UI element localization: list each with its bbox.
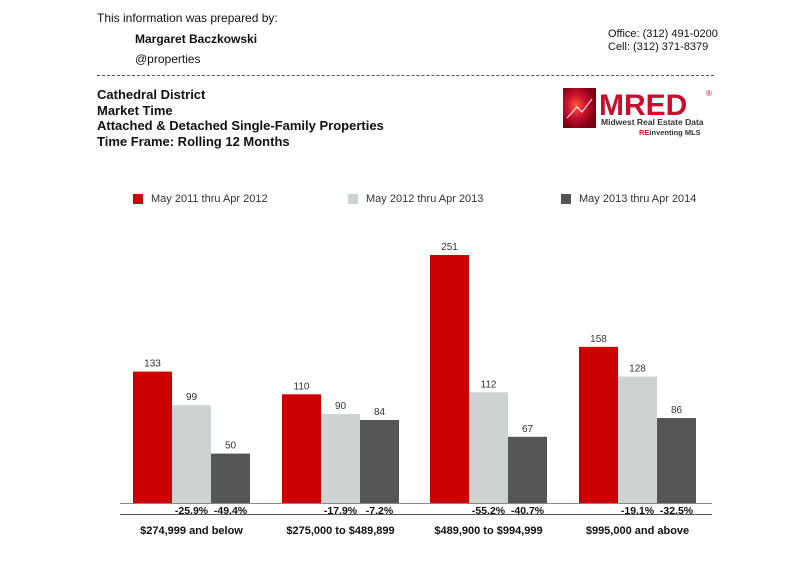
report-time-frame: Time Frame: Rolling 12 Months bbox=[97, 133, 290, 149]
bar-1-0 bbox=[282, 394, 321, 503]
bar-0-2 bbox=[211, 453, 250, 503]
bar-3-0 bbox=[579, 346, 618, 503]
legend-swatch-2012 bbox=[348, 194, 358, 204]
legend-item-2013: May 2013 thru Apr 2014 bbox=[561, 192, 696, 206]
legend-label-2013: May 2013 thru Apr 2014 bbox=[579, 193, 697, 205]
bar-2-1 bbox=[469, 392, 508, 503]
bar-3-2 bbox=[657, 418, 696, 503]
change-label-3-0: -19.1% bbox=[621, 505, 655, 517]
value-label-0-1: 99 bbox=[186, 392, 198, 403]
legend-swatch-2013 bbox=[561, 194, 571, 204]
bar-3-1 bbox=[618, 376, 657, 503]
office-phone: Office: (312) 491-0200 bbox=[608, 28, 718, 40]
change-label-0-0: -25.9% bbox=[175, 505, 209, 517]
bar-0-0 bbox=[133, 371, 172, 503]
change-label-0-1: -49.4% bbox=[214, 505, 248, 517]
value-label-0-0: 133 bbox=[144, 359, 161, 370]
value-label-1-1: 90 bbox=[335, 401, 347, 412]
change-label-2-0: -55.2% bbox=[472, 505, 506, 517]
legend-item-2011: May 2011 thru Apr 2012 bbox=[133, 192, 268, 206]
category-label-3: $995,000 and above bbox=[586, 525, 689, 537]
bar-0-1 bbox=[172, 405, 211, 503]
mred-logo: MRED ® Midwest Real Estate Data REinvent… bbox=[563, 88, 712, 137]
bar-2-2 bbox=[508, 436, 547, 503]
logo-tagline-secondary: REinventing MLS bbox=[639, 128, 701, 137]
legend-label-2011: May 2011 thru Apr 2012 bbox=[151, 193, 268, 205]
logo-tagline: Midwest Real Estate Data bbox=[601, 117, 704, 127]
value-label-3-2: 86 bbox=[671, 405, 683, 416]
category-label-1: $275,000 to $489,899 bbox=[286, 525, 394, 537]
value-label-2-0: 251 bbox=[441, 242, 458, 253]
bar-1-1 bbox=[321, 414, 360, 503]
company-name: @properties bbox=[135, 52, 201, 66]
value-label-3-1: 128 bbox=[629, 364, 646, 375]
change-label-1-0: -17.9% bbox=[324, 505, 358, 517]
value-label-0-2: 50 bbox=[225, 441, 237, 452]
legend-swatch-2011 bbox=[133, 194, 143, 204]
prepared-by-text: This information was prepared by: bbox=[97, 11, 278, 25]
logo-tagline-rest: inventing MLS bbox=[649, 128, 700, 137]
logo-emblem-icon bbox=[563, 88, 596, 128]
report-metric: Market Time bbox=[97, 102, 173, 118]
report-titles: Cathedral District Market Time Attached … bbox=[97, 87, 384, 149]
logo-wordmark: MRED bbox=[599, 89, 687, 122]
legend-item-2012: May 2012 thru Apr 2013 bbox=[348, 192, 483, 206]
agent-name: Margaret Baczkowski bbox=[135, 32, 258, 46]
change-label-2-1: -40.7% bbox=[511, 505, 545, 517]
category-label-0: $274,999 and below bbox=[140, 525, 243, 537]
bar-1-2 bbox=[360, 420, 399, 503]
report-property-types: Attached & Detached Single-Family Proper… bbox=[97, 118, 384, 133]
bar-2-0 bbox=[430, 255, 469, 503]
value-label-2-2: 67 bbox=[522, 424, 534, 435]
change-label-1-1: -7.2% bbox=[366, 505, 394, 517]
value-label-1-0: 110 bbox=[294, 381, 310, 392]
value-label-1-2: 84 bbox=[374, 407, 386, 418]
change-label-3-1: -32.5% bbox=[660, 505, 694, 517]
cell-phone: Cell: (312) 371-8379 bbox=[608, 41, 709, 53]
category-label-2: $489,900 to $994,999 bbox=[434, 525, 542, 537]
value-label-3-0: 158 bbox=[590, 334, 607, 345]
logo-registered-mark: ® bbox=[706, 89, 712, 98]
value-label-2-1: 112 bbox=[481, 379, 497, 390]
legend-label-2012: May 2012 thru Apr 2013 bbox=[366, 193, 484, 205]
header-divider bbox=[97, 75, 714, 76]
report-area: Cathedral District bbox=[97, 87, 206, 102]
logo-tagline-re: RE bbox=[639, 128, 649, 137]
